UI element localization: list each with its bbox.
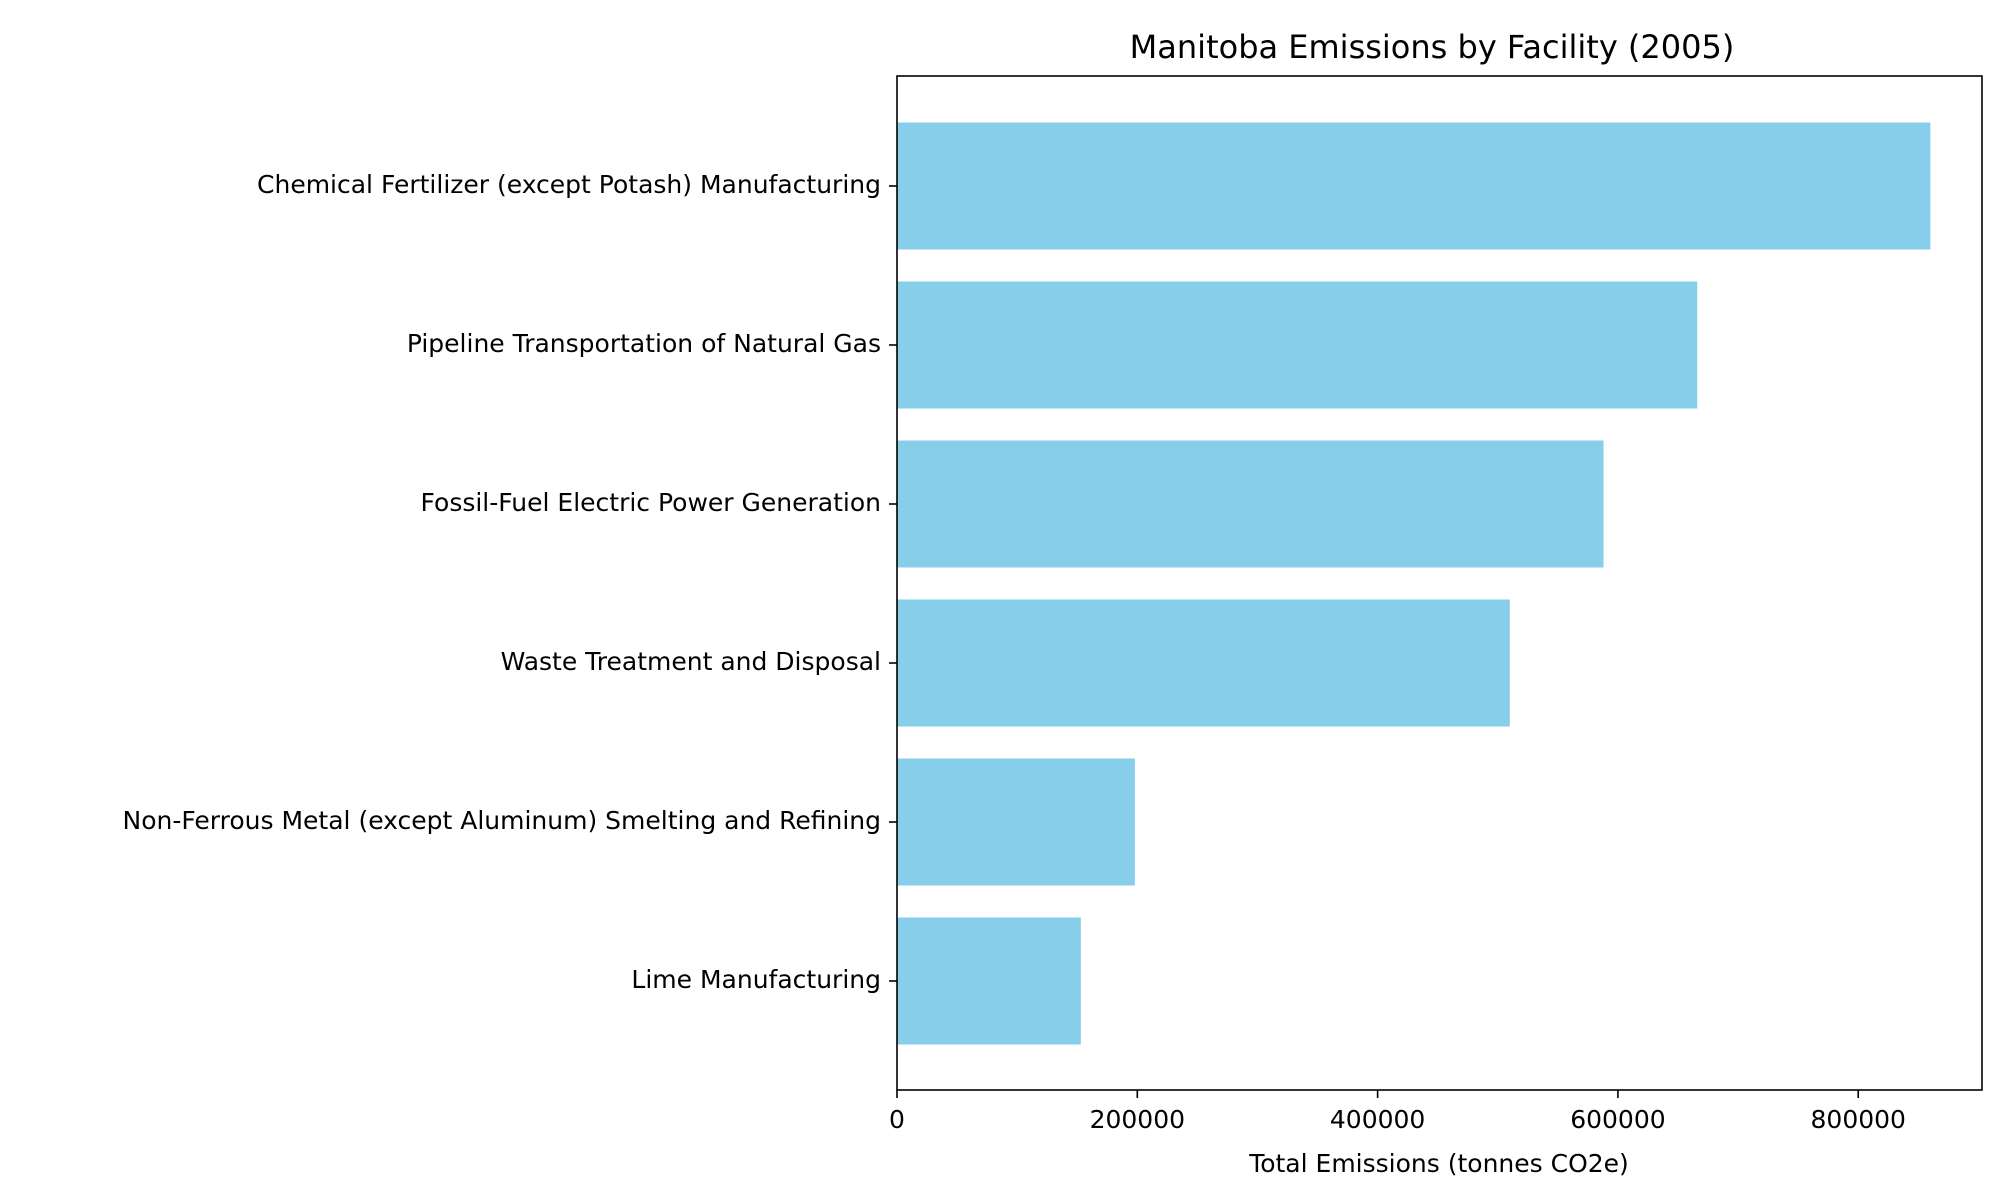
bar <box>897 122 1931 250</box>
bar <box>897 917 1081 1045</box>
x-tick-label: 600000 <box>1570 1105 1665 1134</box>
x-tick-label: 800000 <box>1811 1105 1906 1134</box>
x-tick-label: 200000 <box>1090 1105 1185 1134</box>
bars-layer <box>897 122 1931 1045</box>
bar <box>897 599 1510 727</box>
bar <box>897 440 1604 568</box>
plot-frame <box>896 75 1983 1091</box>
x-tick-label: 0 <box>889 1105 905 1134</box>
y-tick-label: Waste Treatment and Disposal <box>501 647 881 676</box>
bar <box>897 758 1135 886</box>
y-axis: Chemical Fertilizer (except Potash) Manu… <box>123 170 897 994</box>
y-tick-label: Fossil-Fuel Electric Power Generation <box>421 488 881 517</box>
y-tick-label: Non-Ferrous Metal (except Aluminum) Smel… <box>123 806 881 835</box>
y-tick-label: Chemical Fertilizer (except Potash) Manu… <box>257 170 881 199</box>
y-tick-label: Pipeline Transportation of Natural Gas <box>407 329 881 358</box>
chart-title: Manitoba Emissions by Facility (2005) <box>1130 28 1735 66</box>
x-tick-label: 400000 <box>1330 1105 1425 1134</box>
x-axis-label: Total Emissions (tonnes CO2e) <box>1248 1149 1629 1178</box>
bar <box>897 281 1698 409</box>
x-axis: 0 200000 400000 600000 800000 <box>889 1090 1906 1134</box>
y-tick-label: Lime Manufacturing <box>631 965 881 994</box>
